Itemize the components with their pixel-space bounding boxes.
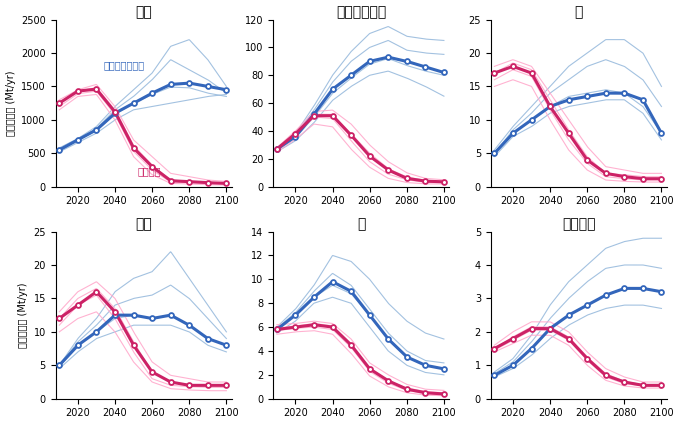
Y-axis label: 年間生産量 (Mt/yr): 年間生産量 (Mt/yr) <box>5 70 16 136</box>
Title: 鉄鋼: 鉄鋼 <box>135 6 152 20</box>
Title: ニッケル: ニッケル <box>562 218 596 232</box>
Title: 鉛: 鉛 <box>357 218 365 232</box>
Y-axis label: 年間生産量 (Mt/yr): 年間生産量 (Mt/yr) <box>18 282 28 348</box>
Title: アルミニウム: アルミニウム <box>336 6 386 20</box>
Title: 銅: 銅 <box>575 6 583 20</box>
Text: 鉱石利用: 鉱石利用 <box>137 166 160 176</box>
Title: 亜鉛: 亜鉛 <box>135 218 152 232</box>
Text: スクラップ利用: スクラップ利用 <box>104 60 145 70</box>
